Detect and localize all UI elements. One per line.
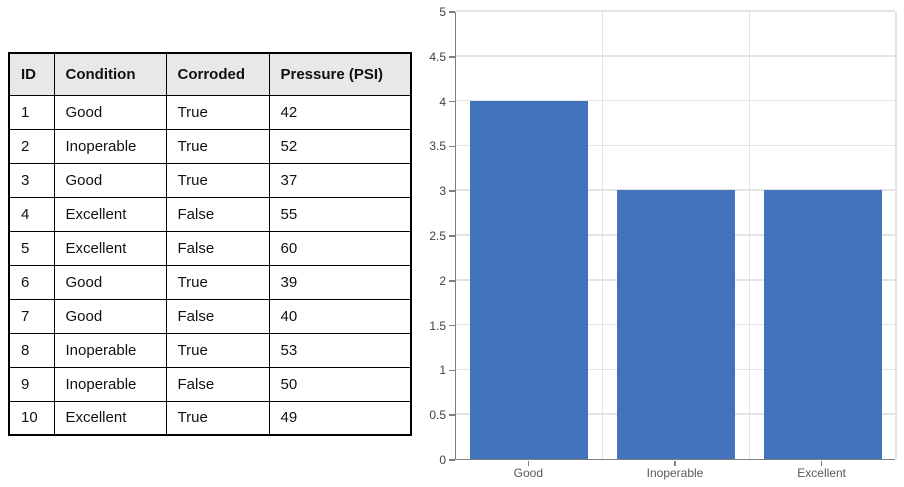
y-axis-tick-label: 1	[439, 363, 446, 378]
table-cell-id: 8	[8, 332, 55, 368]
gridline-vertical	[895, 12, 897, 459]
table-cell-condition: Inoperable	[53, 332, 167, 368]
chart-plot-area	[455, 10, 897, 460]
gridline-horizontal	[456, 144, 895, 147]
table-row: 6 Good True 39	[8, 264, 412, 300]
y-axis-tick-label: 4	[439, 94, 446, 109]
y-axis-tick	[449, 56, 455, 58]
table-cell-id: 4	[8, 196, 55, 232]
bar-excellent	[763, 190, 882, 459]
y-axis-tick	[449, 324, 455, 327]
y-axis-tick-label: 2	[439, 273, 446, 288]
table-cell-corroded: True	[165, 264, 270, 300]
table-cell-pressure: 49	[268, 400, 412, 436]
table-cell-condition: Good	[53, 264, 167, 300]
table-cell-id: 3	[8, 162, 55, 198]
table-row: 4 Excellent False 55	[8, 196, 412, 232]
x-axis-tick	[674, 461, 676, 466]
x-axis-category-label: Excellent	[797, 466, 846, 480]
table-cell-id: 5	[8, 230, 55, 266]
table-cell-condition: Excellent	[53, 196, 167, 232]
table-cell-condition: Inoperable	[53, 366, 167, 402]
table-row: 10 Excellent True 49	[8, 400, 412, 436]
y-axis-tick	[449, 414, 455, 416]
table-cell-id: 2	[8, 128, 55, 164]
table-cell-pressure: 50	[268, 366, 412, 402]
table-row: 2 Inoperable True 52	[8, 128, 412, 164]
table-row: 1 Good True 42	[8, 94, 412, 130]
table-cell-corroded: True	[165, 162, 270, 198]
table-cell-id: 10	[8, 400, 55, 436]
table-cell-condition: Good	[53, 94, 167, 130]
y-axis-tick-label: 4.5	[429, 49, 446, 64]
table-cell-pressure: 39	[268, 264, 412, 300]
table-cell-corroded: True	[165, 94, 270, 130]
table-cell-corroded: False	[165, 366, 270, 402]
y-axis-tick	[449, 11, 455, 13]
y-axis-tick-label: 1.5	[429, 318, 446, 333]
table-cell-condition: Inoperable	[53, 128, 167, 164]
y-axis-tick	[449, 100, 455, 103]
table-row: 5 Excellent False 60	[8, 230, 412, 266]
pipe-inspection-table: ID Condition Corroded Pressure (PSI) 1 Go…	[8, 52, 412, 436]
table-cell-condition: Good	[53, 162, 167, 198]
table-cell-pressure: 60	[268, 230, 412, 266]
y-axis-tick	[449, 280, 455, 282]
table-row: 8 Inoperable True 53	[8, 332, 412, 368]
table-cell-id: 9	[8, 366, 55, 402]
column-header-pressure: Pressure (PSI)	[268, 52, 412, 96]
table-cell-id: 1	[8, 94, 55, 130]
x-axis-category-label: Inoperable	[646, 466, 704, 480]
table-cell-pressure: 53	[268, 332, 412, 368]
table-cell-pressure: 42	[268, 94, 412, 130]
y-axis-tick	[449, 369, 455, 372]
table-body: 1 Good True 42 2 Inoperable True 52 3 Good True 37 4…	[8, 94, 412, 436]
table-cell-pressure: 40	[268, 298, 412, 334]
table-row: 9 Inoperable False 50	[8, 366, 412, 402]
y-axis-tick-label: 0	[439, 453, 446, 467]
table-cell-pressure: 55	[268, 196, 412, 232]
y-axis-tick	[449, 145, 455, 148]
table-cell-id: 6	[8, 264, 55, 300]
table-cell-condition: Excellent	[53, 230, 167, 266]
gridline-horizontal	[456, 55, 895, 57]
bar-chart: 0 0.5 1 1.5 2 2.5 3 3.5 4 4.5 5 Good Inoperable Excel…	[420, 0, 904, 487]
y-axis-tick	[449, 459, 455, 461]
gridline-vertical	[748, 12, 751, 459]
table-cell-corroded: False	[165, 196, 270, 232]
table-cell-id: 7	[8, 298, 55, 334]
table-header: ID Condition Corroded Pressure (PSI)	[8, 52, 412, 96]
column-header-corroded: Corroded	[165, 52, 270, 96]
table-cell-corroded: True	[165, 400, 270, 436]
table-cell-pressure: 37	[268, 162, 412, 198]
x-axis-tick	[820, 461, 823, 466]
table-header-row: ID Condition Corroded Pressure (PSI)	[8, 52, 412, 96]
gridline-horizontal	[456, 10, 895, 12]
y-axis-tick	[449, 190, 455, 192]
x-axis-category-label: Good	[513, 466, 543, 480]
x-axis-tick	[527, 461, 530, 466]
table-cell-condition: Good	[53, 298, 167, 334]
table-row: 3 Good True 37	[8, 162, 412, 198]
bar-good	[470, 100, 589, 459]
y-axis-tick-label: 3.5	[429, 139, 446, 154]
y-axis-tick-label: 0.5	[429, 408, 446, 423]
gridline-vertical	[601, 12, 604, 459]
table-cell-pressure: 52	[268, 128, 412, 164]
column-header-id: ID	[8, 52, 55, 96]
bar-inoperable	[617, 190, 735, 459]
gridline-horizontal	[456, 99, 895, 102]
table-cell-corroded: True	[165, 332, 270, 368]
table-cell-corroded: False	[165, 298, 270, 334]
table-cell-corroded: True	[165, 128, 270, 164]
y-axis-tick-label: 2.5	[429, 229, 446, 243]
table-cell-corroded: False	[165, 230, 270, 266]
y-axis-tick	[449, 235, 455, 237]
table-cell-condition: Excellent	[53, 400, 167, 436]
table-row: 7 Good False 40	[8, 298, 412, 334]
y-axis-tick-label: 5	[439, 5, 446, 19]
y-axis-tick-label: 3	[439, 184, 446, 199]
column-header-condition: Condition	[53, 52, 167, 96]
